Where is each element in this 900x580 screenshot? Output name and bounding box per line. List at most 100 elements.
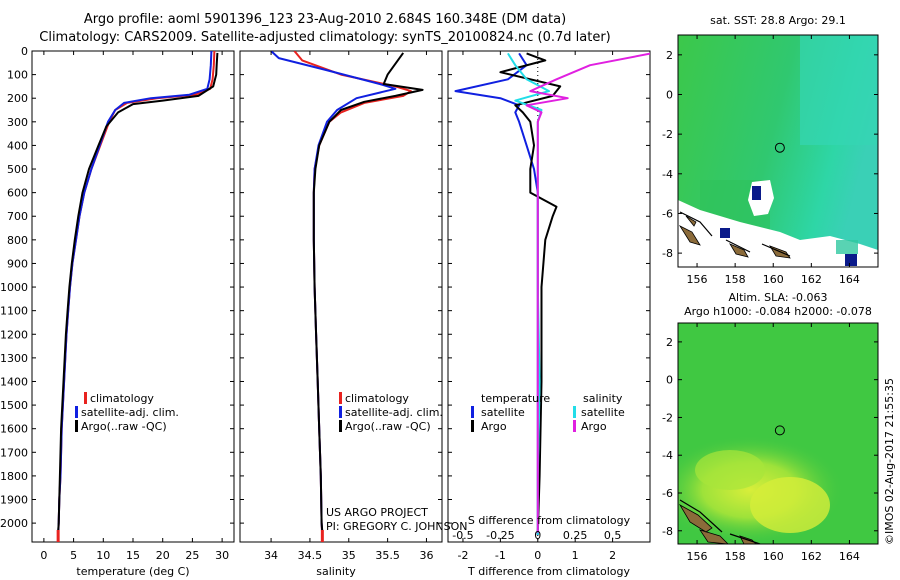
pressure-tick-label: 1300: [0, 352, 28, 365]
legend-swatch-satellite: [339, 406, 342, 418]
sla-map-lon-label: 164: [839, 550, 860, 563]
sst-map-lat-label: -4: [662, 168, 673, 181]
sst-map-argo-position-marker: [774, 142, 785, 153]
temperature-xtick-label: 5: [70, 549, 77, 562]
legend-swatch-s-argo: [573, 420, 576, 432]
sla-map-frame: [677, 322, 879, 545]
temperature-legend: climatology satellite-adj. clim. Argo(..…: [75, 392, 179, 433]
s-difference-tick-label: 0: [534, 529, 541, 542]
pressure-tick-label: 1200: [0, 328, 28, 341]
difference-series-temperature-argo: [499, 52, 562, 533]
legend-swatch-satellite: [75, 406, 78, 418]
pressure-tick-label: 1000: [0, 281, 28, 294]
argo-height-title: Argo h1000: -0.084 h2000: -0.078: [684, 305, 872, 318]
sla-map-lat-label: 2: [666, 336, 673, 349]
difference-xtick-label: 0: [534, 549, 541, 562]
salinity-xlabel: salinity: [316, 565, 356, 578]
sst-map-lon-label: 158: [725, 273, 746, 286]
pressure-tick-label: 100: [7, 69, 28, 82]
salinity-xtick-label: 35.5: [375, 549, 400, 562]
sla-map-lat-label: -4: [662, 449, 673, 462]
salinity-axes: [239, 50, 443, 543]
sla-map-field: [678, 323, 878, 544]
pressure-tick-label: 900: [7, 257, 28, 270]
pressure-tick-label: 500: [7, 163, 28, 176]
pressure-tick-label: 1500: [0, 399, 28, 412]
s-difference-xlabel: S difference from climatology: [468, 514, 631, 527]
pressure-tick-label: 1100: [0, 305, 28, 318]
sst-map-lat-label: 2: [666, 49, 673, 62]
pressure-tick-label: 2000: [0, 517, 28, 530]
difference-xtick-label: 2: [609, 549, 616, 562]
legend-label: Argo(..raw -QC): [81, 420, 167, 433]
salinity-legend: climatology satellite-adj. clim. Argo(..…: [339, 392, 443, 433]
legend-label: Argo: [581, 420, 607, 433]
legend-label: satellite: [581, 406, 625, 419]
difference-axes: [447, 50, 651, 543]
sla-map-lat-label: 0: [666, 374, 673, 387]
s-difference-tick-label: 0.25: [563, 529, 588, 542]
sst-map-lat-label: -6: [662, 207, 673, 220]
legend-swatch-argo: [339, 420, 342, 432]
s-difference-tick-label: -0.25: [486, 529, 514, 542]
sst-map-lon-label: 162: [801, 273, 822, 286]
sst-map-lat-label: -2: [662, 128, 673, 141]
difference-series-salinity-satellite: [507, 52, 550, 535]
t-difference-xlabel: T difference from climatology: [467, 565, 630, 578]
salinity-xtick-label: 34.5: [298, 549, 323, 562]
legend-swatch-argo: [75, 420, 78, 432]
sst-map-lat-label: 0: [666, 88, 673, 101]
temperature-xlabel: temperature (deg C): [76, 565, 189, 578]
sst-map-lat-label: -8: [662, 247, 673, 260]
pressure-tick-label: 1900: [0, 494, 28, 507]
temperature-series-climatology: [57, 51, 216, 540]
temperature-xtick-label: 20: [156, 549, 170, 562]
sst-map-lon-label: 160: [763, 273, 784, 286]
salinity-xtick-label: 34: [264, 549, 278, 562]
sla-map-lat-label: -8: [662, 525, 673, 538]
legend-label: satellite-adj. clim.: [345, 406, 443, 419]
temperature-xtick-label: 30: [215, 549, 229, 562]
temperature-xtick-label: 25: [185, 549, 199, 562]
legend-label: climatology: [345, 392, 409, 405]
figure-title-line1: Argo profile: aoml 5901396_123 23-Aug-20…: [83, 12, 567, 27]
pressure-tick-label: 0: [21, 45, 28, 58]
pressure-tick-label: 700: [7, 210, 28, 223]
temperature-xtick-label: 15: [126, 549, 140, 562]
pressure-tick-label: 1700: [0, 446, 28, 459]
sst-map-frame: [677, 34, 879, 268]
pressure-tick-label: 300: [7, 116, 28, 129]
legend-label: Argo: [481, 420, 507, 433]
sst-map-lon-label: 156: [687, 273, 708, 286]
difference-legend: temperature salinity satellite Argo sate…: [471, 392, 625, 433]
legend-label: satellite: [481, 406, 525, 419]
s-difference-tick-label: -0.5: [452, 529, 473, 542]
pressure-tick-label: 400: [7, 139, 28, 152]
pressure-tick-label: 600: [7, 187, 28, 200]
salinity-series-satellite-adj-clim-: [270, 51, 397, 535]
difference-series-salinity-argo: [525, 52, 650, 533]
pressure-tick-label: 1600: [0, 423, 28, 436]
sst-map-lon-label: 164: [839, 273, 860, 286]
legend-label: climatology: [90, 392, 154, 405]
pressure-tick-label: 1800: [0, 470, 28, 483]
sla-map-lat-label: -2: [662, 411, 673, 424]
sla-map-argo-position-marker: [774, 425, 785, 436]
sst-map-field: [678, 35, 878, 267]
difference-xtick-label: 1: [572, 549, 579, 562]
figure-title-line2: Climatology: CARS2009. Satellite-adjuste…: [39, 30, 611, 45]
temperature-axes: [31, 50, 235, 543]
temperature-xtick-label: 0: [40, 549, 47, 562]
salinity-xtick-label: 35: [342, 549, 356, 562]
sla-map-lon-label: 156: [687, 550, 708, 563]
salinity-series-argo-raw-qc-: [312, 52, 424, 533]
pressure-tick-label: 800: [7, 234, 28, 247]
sla-map-lon-label: 162: [801, 550, 822, 563]
legend-swatch-climatology: [84, 392, 87, 404]
pressure-tick-label: 200: [7, 92, 28, 105]
s-difference-tick-label: 0.5: [604, 529, 622, 542]
difference-xtick-label: -1: [495, 549, 506, 562]
pi-annotation: PI: GREGORY C. JOHNSON: [326, 520, 467, 533]
difference-series-temperature-satellite: [454, 52, 539, 535]
